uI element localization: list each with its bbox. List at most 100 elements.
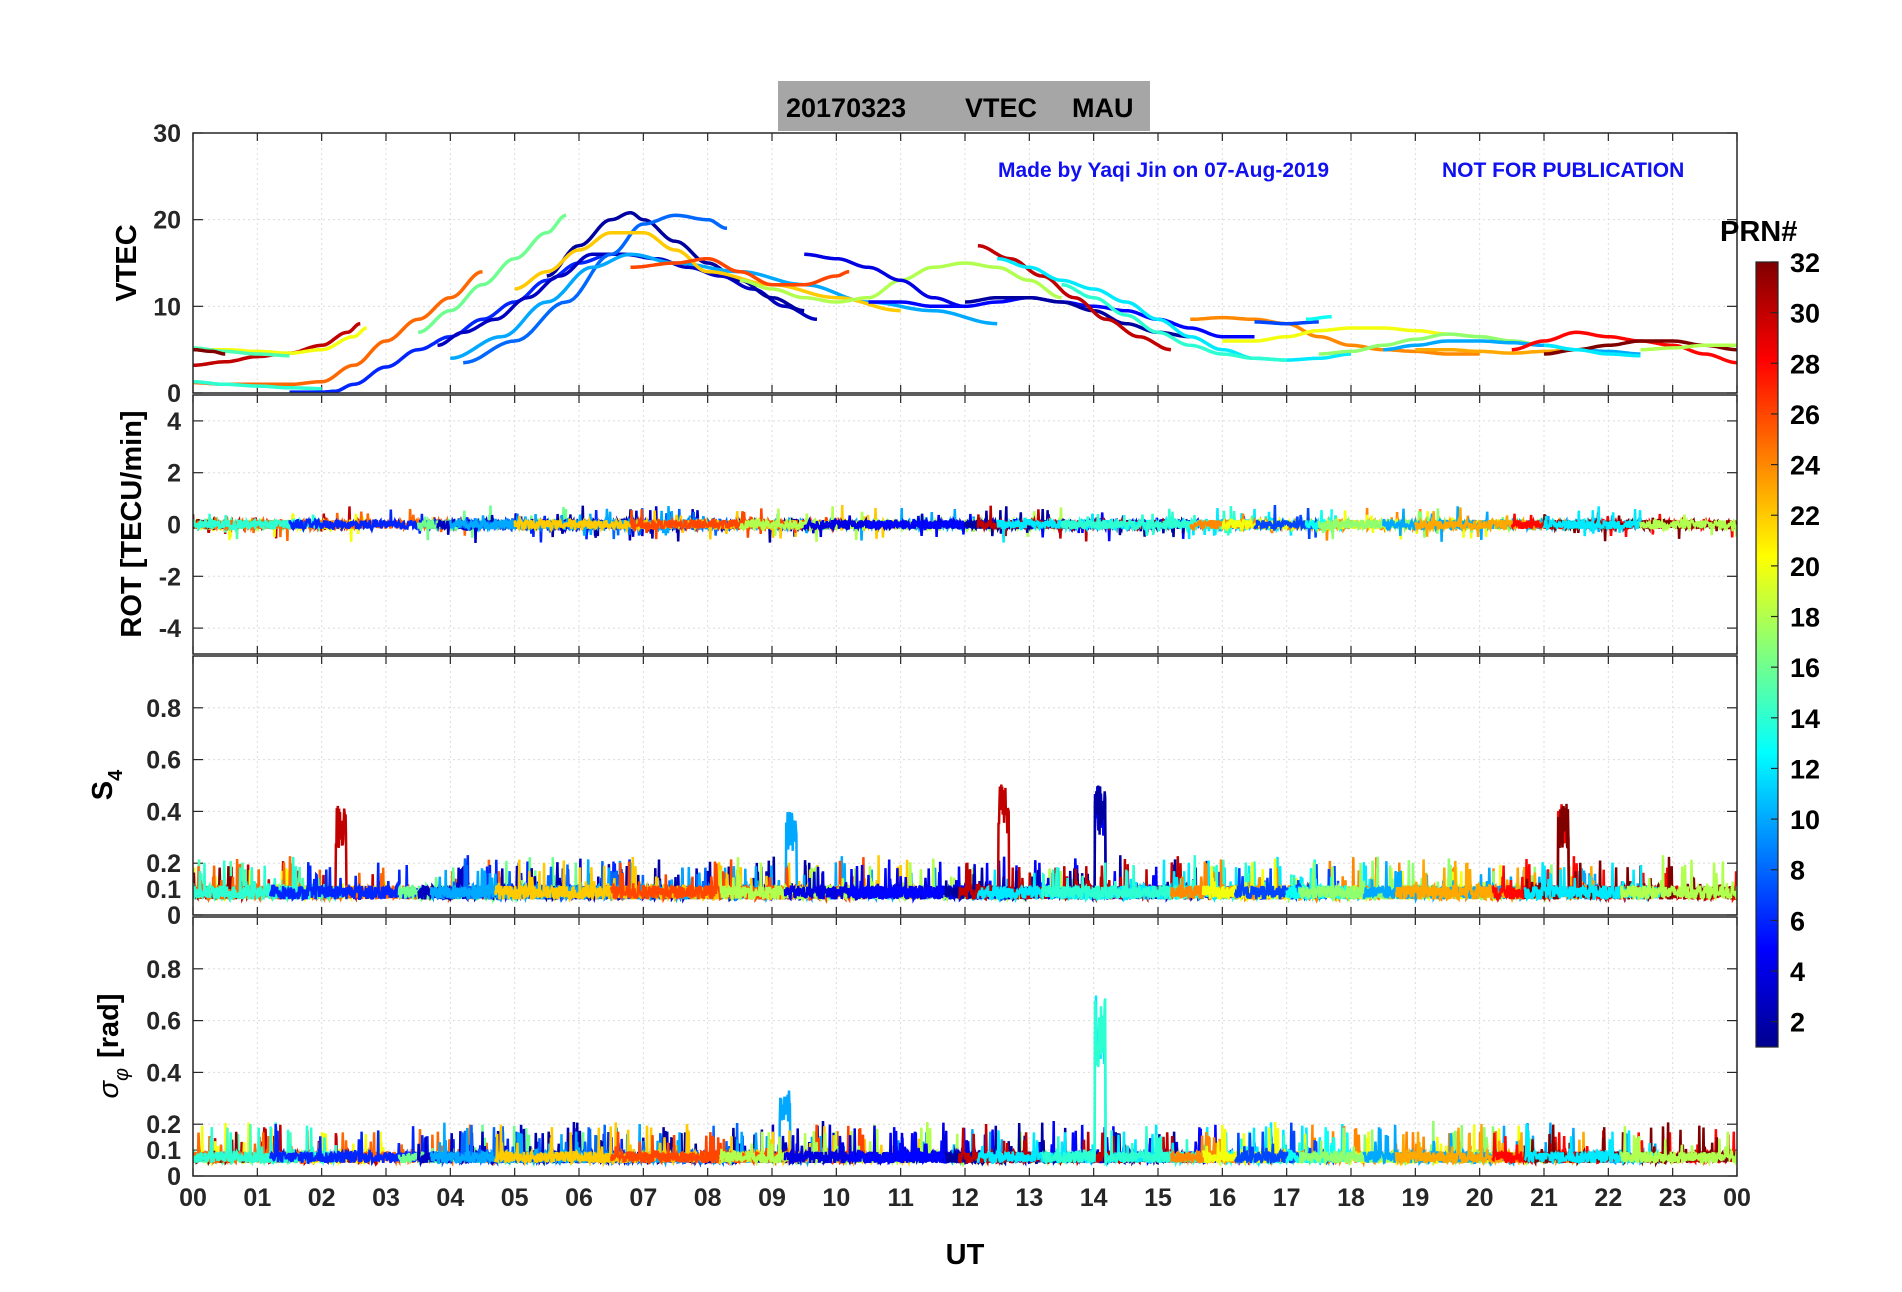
sigma-phi-series <box>193 995 1737 1168</box>
rot-y-ticks: -4 -2 0 2 4 <box>159 408 181 643</box>
vtec-series-line <box>546 210 805 313</box>
y-tick-label: 0.1 <box>146 876 181 904</box>
s4-ylabel: S4 <box>87 769 127 800</box>
vtec-series-line <box>977 243 1172 352</box>
y-tick-label: 0.2 <box>146 1111 181 1139</box>
sigma-phi-ylabel: σφ [rad] <box>93 994 133 1099</box>
rot-series <box>193 504 1737 544</box>
colorbar-tick-label: 2 <box>1790 1008 1805 1038</box>
y-tick-label: 0.6 <box>146 1008 181 1036</box>
sp-series-line <box>1619 1126 1737 1167</box>
vtec-series-line <box>417 213 567 335</box>
colorbar-tick-label: 16 <box>1790 653 1820 683</box>
colorbar-tick-label: 20 <box>1790 552 1820 582</box>
colorbar-tick-label: 22 <box>1790 501 1820 531</box>
title-background <box>778 81 1150 131</box>
y-tick-label: 20 <box>153 207 181 235</box>
y-tick-label: -2 <box>159 563 181 591</box>
colorbar-tick-label: 28 <box>1790 349 1820 379</box>
y-tick-label: 0 <box>167 902 181 930</box>
y-tick-label: 0.6 <box>146 747 181 775</box>
vtec-series-line <box>193 379 322 391</box>
sigma-phi-y-ticks: 00.10.2 0.4 0.6 0.8 <box>146 956 181 1191</box>
y-tick-label: -4 <box>159 615 181 643</box>
s4-panel: 00.10.2 0.4 0.6 0.8 S4 <box>87 655 1738 930</box>
x-tick-label: 20 <box>1466 1184 1494 1212</box>
vtec-series-line <box>193 326 368 355</box>
y-tick-label: 0 <box>167 1163 181 1191</box>
x-tick-label: 05 <box>501 1184 529 1212</box>
title-quantity: VTEC <box>965 93 1037 123</box>
x-tick-label: 18 <box>1337 1184 1365 1212</box>
x-tick-label: 08 <box>694 1184 722 1212</box>
vtec-series-line <box>1640 343 1737 352</box>
x-tick-label: 16 <box>1208 1184 1236 1212</box>
x-tick-label: 04 <box>436 1184 464 1212</box>
s4-ylabel-base: S <box>87 781 119 800</box>
x-tick-label: 12 <box>951 1184 979 1212</box>
colorbar-tick-label: 8 <box>1790 856 1805 886</box>
vtec-series-line <box>193 347 226 356</box>
vtec-series-line <box>1190 315 1480 356</box>
sigma-phi-axes-box <box>192 916 1738 1177</box>
vtec-series-line <box>437 252 818 348</box>
vtec-series-line <box>1415 347 1577 355</box>
x-tick-label: 00 <box>1723 1184 1751 1212</box>
vtec-series <box>193 210 1737 393</box>
vtec-ylabel: VTEC <box>111 224 143 301</box>
sigma-phi-ylabel-unit: [rad] <box>93 994 125 1058</box>
y-tick-label: 0.4 <box>146 798 181 826</box>
x-tick-label: 15 <box>1144 1184 1172 1212</box>
vtec-series-line <box>1061 282 1287 362</box>
s4-series <box>193 784 1737 905</box>
sigma-phi-panel: 00.10.2 0.4 0.6 0.8 σφ [rad] <box>93 916 1738 1191</box>
x-tick-label: 03 <box>372 1184 400 1212</box>
x-tick-label: 00 <box>179 1184 207 1212</box>
colorbar-tick-label: 26 <box>1790 400 1820 430</box>
title-station: MAU <box>1072 93 1134 123</box>
x-tick-label: 11 <box>887 1184 914 1212</box>
y-tick-label: 0.8 <box>146 695 181 723</box>
vtec-series-line <box>1318 332 1544 356</box>
vtec-series-line <box>630 256 850 287</box>
s4-series-line <box>1619 855 1737 902</box>
s4-y-ticks: 00.10.2 0.4 0.6 0.8 <box>146 695 181 930</box>
rot-ylabel: ROT [TECU/min] <box>116 410 148 637</box>
colorbar-tick-label: 12 <box>1790 754 1820 784</box>
y-tick-label: 0.1 <box>146 1137 181 1165</box>
rot-axes-box <box>192 394 1738 655</box>
y-tick-label: 0.4 <box>146 1059 181 1087</box>
y-tick-label: 4 <box>167 408 181 436</box>
x-tick-label: 21 <box>1530 1184 1558 1212</box>
x-tick-label: 22 <box>1594 1184 1622 1212</box>
y-tick-label: 0 <box>167 512 181 540</box>
colorbar-tick-label: 4 <box>1790 957 1805 987</box>
vtec-axes-box <box>192 132 1738 394</box>
x-tick-label: 07 <box>629 1184 657 1212</box>
vtec-y-ticks: 0 10 20 30 <box>153 120 181 408</box>
vtec-series-line <box>997 256 1352 362</box>
vtec-series-line <box>514 230 901 313</box>
vtec-series-line <box>1306 314 1332 322</box>
vtec-series-line <box>193 269 483 387</box>
colorbar-tick-label: 10 <box>1790 805 1820 835</box>
x-tick-label: 23 <box>1659 1184 1687 1212</box>
title-date: 20170323 <box>786 93 906 123</box>
rot-series-line <box>1253 504 1321 539</box>
x-tick-label: 14 <box>1080 1184 1108 1212</box>
vtec-series-line <box>1383 339 1641 356</box>
x-tick-label: 09 <box>758 1184 786 1212</box>
colorbar-tick-label: 18 <box>1790 603 1820 633</box>
vtec-series-line <box>463 213 728 365</box>
sigma-phi-ylabel-symbol: σ <box>93 1080 125 1099</box>
x-axis-ticks: 00 01 02 03 04 05 06 07 08 09 10 11 12 13 14 15 16 17 18 19… <box>179 1184 1751 1212</box>
vtec-panel: 0 10 20 30 VTEC Made by Yaqi Jin on 07-Aug-… <box>111 120 1738 408</box>
vtec-series-line <box>1254 320 1319 326</box>
figure-title: 20170323 VTEC MAU <box>778 81 1150 131</box>
x-tick-label: 19 <box>1401 1184 1429 1212</box>
y-tick-label: 10 <box>153 293 181 321</box>
x-tick-label: 01 <box>243 1184 271 1212</box>
